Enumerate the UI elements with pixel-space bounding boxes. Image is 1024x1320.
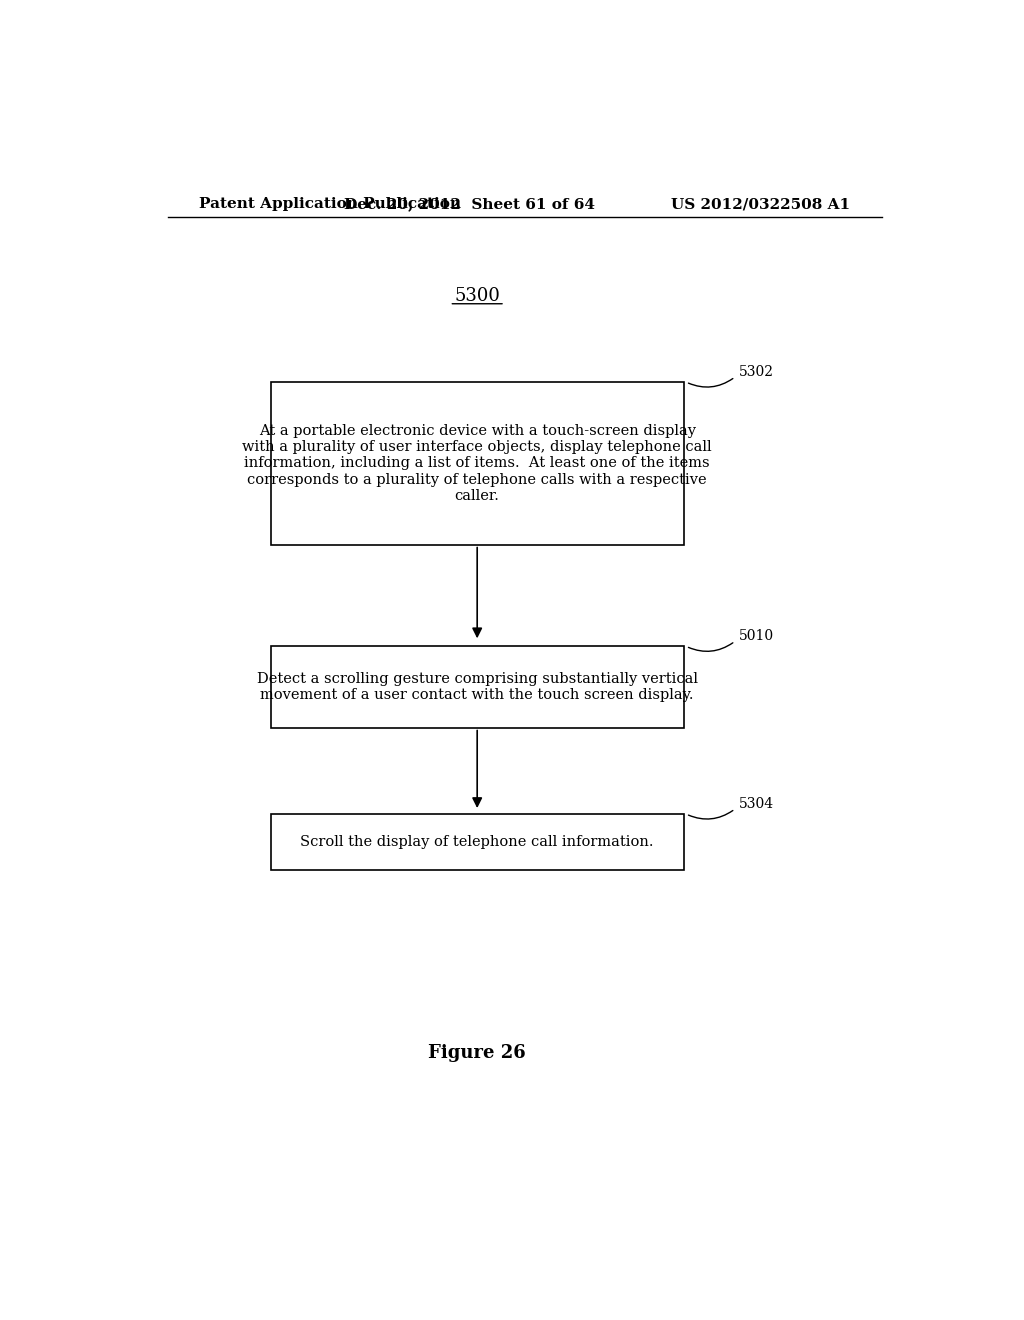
Text: Patent Application Publication: Patent Application Publication xyxy=(200,197,462,211)
Text: 5010: 5010 xyxy=(739,630,774,643)
Text: Dec. 20, 2012  Sheet 61 of 64: Dec. 20, 2012 Sheet 61 of 64 xyxy=(344,197,595,211)
Text: Figure 26: Figure 26 xyxy=(428,1044,526,1061)
Text: Detect a scrolling gesture comprising substantially vertical
movement of a user : Detect a scrolling gesture comprising su… xyxy=(257,672,697,702)
Text: Scroll the display of telephone call information.: Scroll the display of telephone call inf… xyxy=(300,836,654,849)
Text: US 2012/0322508 A1: US 2012/0322508 A1 xyxy=(671,197,850,211)
Text: 5302: 5302 xyxy=(739,364,774,379)
Text: 5300: 5300 xyxy=(455,286,500,305)
FancyBboxPatch shape xyxy=(270,381,684,545)
FancyBboxPatch shape xyxy=(270,647,684,727)
FancyBboxPatch shape xyxy=(270,814,684,870)
Text: At a portable electronic device with a touch-screen display
with a plurality of : At a portable electronic device with a t… xyxy=(243,424,712,503)
Text: 5304: 5304 xyxy=(739,797,774,810)
